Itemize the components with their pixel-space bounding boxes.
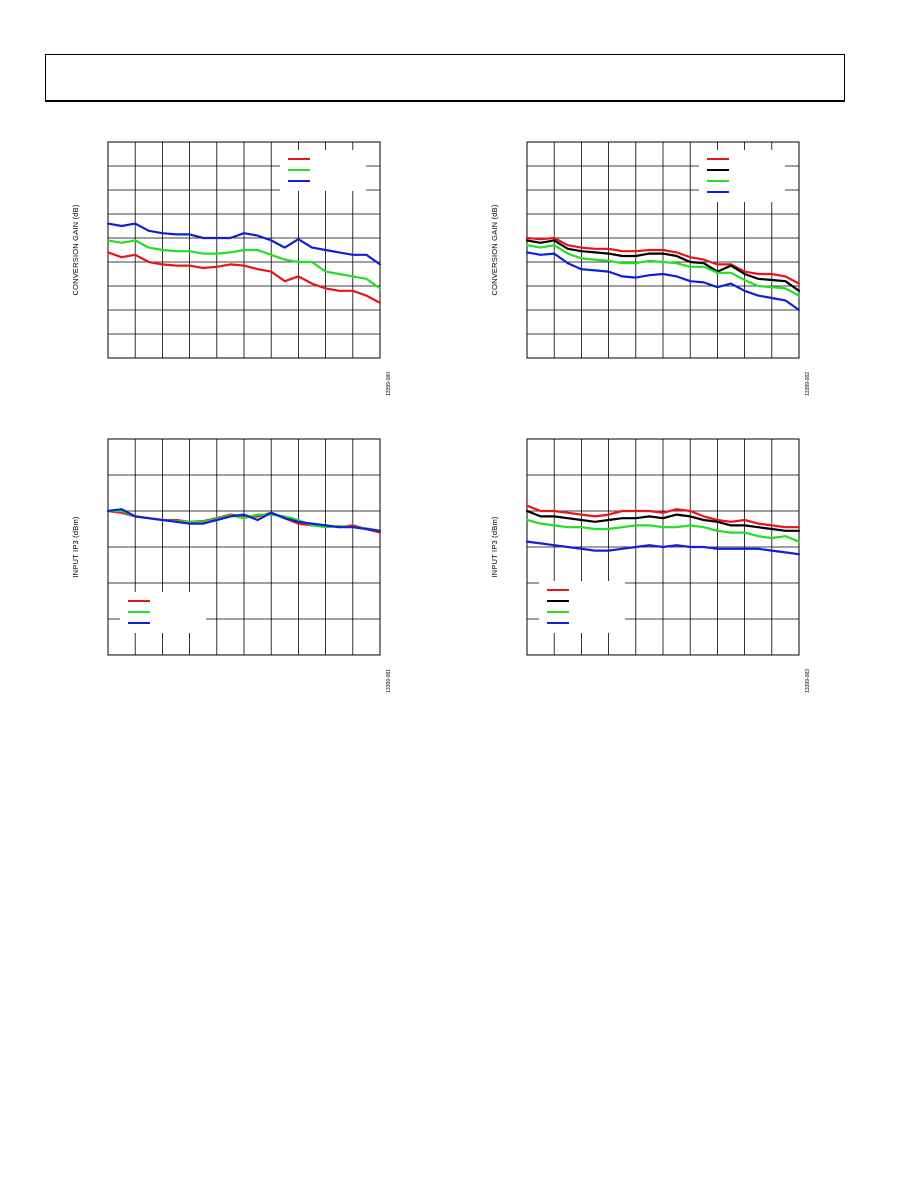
figure-id: 13399-082: [805, 372, 811, 396]
grid: [108, 142, 380, 358]
plot-frame: [107, 438, 381, 656]
series-line-blue: [525, 251, 801, 312]
conversion-gain-chart-2: CONVERSION GAIN (dB) 13399-082: [490, 141, 811, 396]
input-ip3-chart-1: INPUT IP3 (dBm) 13399-081: [71, 438, 392, 693]
conversion-gain-chart-1: CONVERSION GAIN (dB) 13399-080: [71, 141, 392, 396]
legend: [120, 592, 206, 633]
series-line-red: [525, 236, 801, 285]
y-axis-label: CONVERSION GAIN (dB): [490, 204, 499, 295]
series-line-red: [525, 504, 801, 529]
series-line-black: [525, 509, 801, 532]
legend-box: [699, 150, 785, 202]
series-line-green: [525, 518, 801, 543]
series-line-green: [106, 239, 382, 290]
y-axis-label: INPUT IP3 (dBm): [71, 516, 80, 578]
input-ip3-chart-2: INPUT IP3 (dBm) 13399-083: [490, 438, 811, 693]
plot-frame: [526, 438, 800, 656]
figure-id: 13399-083: [805, 669, 811, 693]
series-line-red: [106, 251, 382, 304]
legend: [699, 150, 785, 202]
plot-frame: [526, 141, 800, 359]
plot-frame: [107, 141, 381, 359]
legend-box: [539, 581, 625, 633]
y-axis-label: CONVERSION GAIN (dB): [71, 204, 80, 295]
y-axis-label: INPUT IP3 (dBm): [490, 516, 499, 578]
legend: [539, 581, 625, 633]
series-line-blue: [106, 222, 382, 266]
grid: [108, 439, 380, 655]
series-line-blue: [525, 540, 801, 556]
series-line-blue: [106, 508, 382, 532]
legend: [280, 150, 366, 191]
figure-id: 13399-081: [386, 669, 392, 693]
figure-id: 13399-080: [386, 372, 392, 396]
series-line-black: [525, 239, 801, 292]
series-line-green: [525, 244, 801, 297]
page-header-box: [45, 54, 845, 102]
